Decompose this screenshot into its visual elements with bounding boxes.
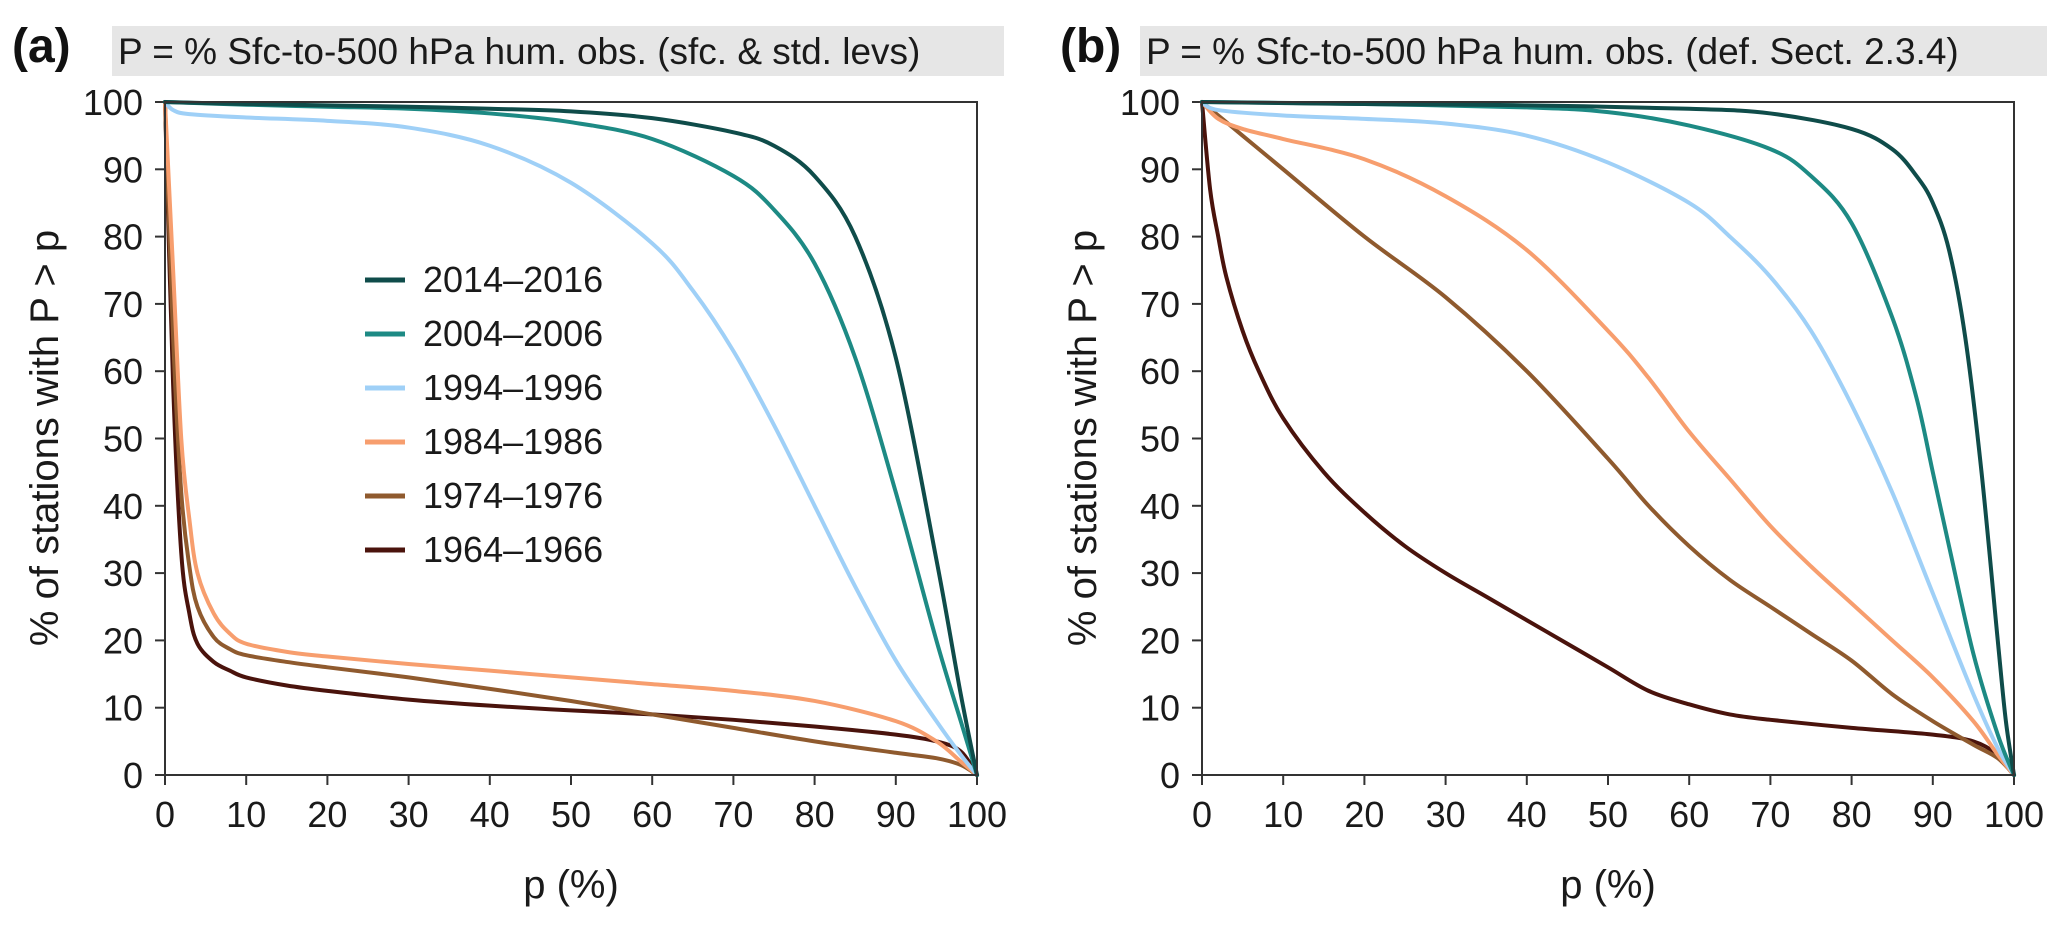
panel-a-x-tick-label: 0 <box>155 794 175 835</box>
panel-b-x-tick-label: 90 <box>1913 794 1953 835</box>
panel-a-y-tick-label: 0 <box>123 755 143 796</box>
panel-b-title: P = % Sfc-to-500 hPa hum. obs. (def. Sec… <box>1146 31 1959 72</box>
panel-a-x-axis-label: p (%) <box>523 863 619 907</box>
panel-b-y-tick-label: 30 <box>1140 553 1180 594</box>
panel-a-x-tick-label: 60 <box>632 794 672 835</box>
panel-a-series-line-2014-2016 <box>163 100 979 777</box>
panel-b-y-axis-label: % of stations with P > p <box>1061 230 1105 646</box>
legend-label-2004-2006: 2004–2006 <box>423 313 603 354</box>
legend-label-1974-1976: 1974–1976 <box>423 475 603 516</box>
panel-a-x-tick-label: 20 <box>307 794 347 835</box>
panel-a: (a) P = % Sfc-to-500 hPa hum. obs. (sfc.… <box>12 20 1007 907</box>
panel-a-y-tick-label: 80 <box>103 217 143 258</box>
panel-b-x-tick-label: 20 <box>1344 794 1384 835</box>
panel-a-x-tick-label: 30 <box>389 794 429 835</box>
panel-a-series-line-1984-1986 <box>163 100 979 777</box>
panel-b-x-tick-label: 80 <box>1832 794 1872 835</box>
legend-label-2014-2016: 2014–2016 <box>423 259 603 300</box>
panel-b-y-tick-label: 90 <box>1140 149 1180 190</box>
panel-b-y-tick-label: 60 <box>1140 351 1180 392</box>
panel-a-x-tick-label: 10 <box>226 794 266 835</box>
panel-b-series <box>1200 100 2016 777</box>
panel-a-y-tick-label: 50 <box>103 419 143 460</box>
panel-b-series-line-1984-1986 <box>1200 100 2016 777</box>
panel-b-y-tick-label: 80 <box>1140 217 1180 258</box>
panel-a-y-tick-label: 10 <box>103 688 143 729</box>
panel-a-y-tick-label: 20 <box>103 620 143 661</box>
panel-a-y-tick-label: 70 <box>103 284 143 325</box>
panel-b-series-line-1964-1966 <box>1200 100 2016 777</box>
panel-b-ticks: 0 10 20 30 40 50 60 70 80 90 100 0 10 20 30 40 50 60 70 80 9… <box>1120 82 2044 835</box>
panel-b-x-tick-label: 60 <box>1669 794 1709 835</box>
panel-b-x-tick-label: 70 <box>1750 794 1790 835</box>
panel-a-title-background <box>112 26 1004 76</box>
panel-b-plot-frame <box>1201 101 2015 776</box>
panel-a-x-tick-label: 80 <box>795 794 835 835</box>
panel-a-series-line-1994-1996 <box>163 100 979 777</box>
panel-a-y-tick-label: 40 <box>103 486 143 527</box>
panel-a-label: (a) <box>12 20 71 73</box>
panel-a-y-axis-label: % of stations with P > p <box>23 230 67 646</box>
panel-b-x-tick-label: 50 <box>1588 794 1628 835</box>
panel-b-series-line-2014-2016 <box>1200 100 2016 777</box>
panel-b-x-tick-label: 10 <box>1263 794 1303 835</box>
panel-b-title-background <box>1140 26 2047 76</box>
panel-b-y-tick-label: 0 <box>1160 755 1180 796</box>
panel-a-series-line-1974-1976 <box>163 100 979 777</box>
legend-label-1984-1986: 1984–1986 <box>423 421 603 462</box>
panel-b-x-tick-label: 0 <box>1192 794 1212 835</box>
panel-b-x-axis-label: p (%) <box>1560 863 1656 907</box>
panel-a-ticks: 0 10 20 30 40 50 60 70 80 90 100 0 10 20 30 40 50 60 70 80 9… <box>83 82 1007 835</box>
legend-label-1994-1996: 1994–1996 <box>423 367 603 408</box>
panel-b-y-tick-label: 50 <box>1140 419 1180 460</box>
panel-b-y-tick-label: 40 <box>1140 486 1180 527</box>
panel-a-y-tick-label: 60 <box>103 351 143 392</box>
panel-b-series-line-1974-1976 <box>1200 100 2016 777</box>
panel-b: (b) P = % Sfc-to-500 hPa hum. obs. (def.… <box>1060 20 2047 907</box>
panel-b-series-line-1994-1996 <box>1200 100 2016 777</box>
panel-b-x-tick-label: 100 <box>1984 794 2044 835</box>
panel-a-title: P = % Sfc-to-500 hPa hum. obs. (sfc. & s… <box>118 31 920 72</box>
panel-a-x-tick-label: 50 <box>551 794 591 835</box>
panel-b-x-tick-label: 40 <box>1507 794 1547 835</box>
panel-a-plot-frame <box>164 101 978 776</box>
panel-b-label: (b) <box>1060 20 1121 73</box>
panel-b-y-tick-label: 20 <box>1140 620 1180 661</box>
panel-a-x-tick-label: 70 <box>713 794 753 835</box>
panel-a-y-tick-label: 100 <box>83 82 143 123</box>
panel-a-y-tick-label: 90 <box>103 149 143 190</box>
panel-b-y-tick-label: 10 <box>1140 688 1180 729</box>
panel-a-x-tick-label: 40 <box>470 794 510 835</box>
panel-a-y-tick-label: 30 <box>103 553 143 594</box>
legend-label-1964-1966: 1964–1966 <box>423 529 603 570</box>
panel-a-x-tick-label: 100 <box>947 794 1007 835</box>
panel-b-x-tick-label: 30 <box>1426 794 1466 835</box>
panel-a-legend: 2014–2016 2004–2006 1994–1996 1984–1986 1974… <box>365 259 603 570</box>
panel-a-series <box>163 100 979 777</box>
panel-b-y-tick-label: 70 <box>1140 284 1180 325</box>
panel-b-y-tick-label: 100 <box>1120 82 1180 123</box>
panel-a-x-tick-label: 90 <box>876 794 916 835</box>
panel-a-series-line-1964-1966 <box>163 100 979 777</box>
